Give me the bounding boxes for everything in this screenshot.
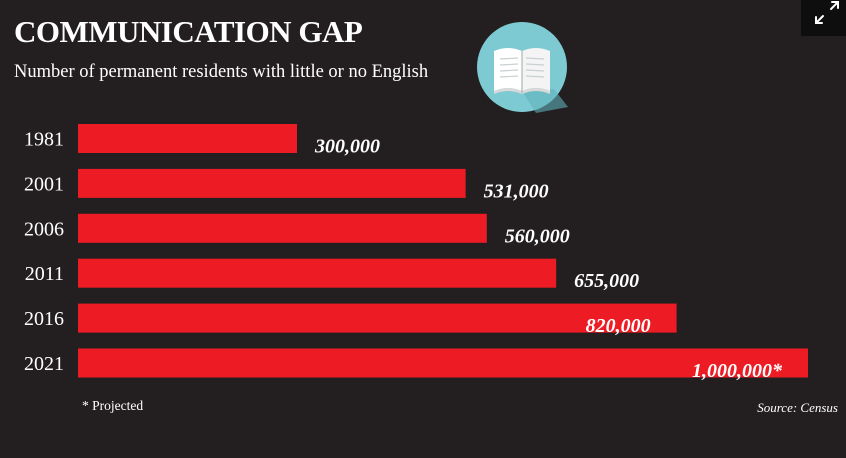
data-label: 655,000: [574, 270, 639, 292]
expand-icon: [815, 1, 839, 24]
bar: [78, 348, 808, 378]
data-label: 300,000: [314, 136, 380, 158]
source-note: Source: Census: [757, 400, 838, 415]
category-label: 1981: [24, 129, 64, 151]
category-label: 2006: [24, 218, 64, 240]
open-book-icon: [477, 22, 568, 113]
data-label: 531,000: [484, 180, 549, 202]
category-label: 2016: [24, 308, 64, 330]
bar: [78, 213, 487, 243]
bar: [78, 124, 297, 153]
data-label: 1,000,000*: [692, 360, 783, 382]
bar: [78, 168, 466, 198]
chart-subtitle: Number of permanent residents with littl…: [14, 62, 429, 82]
footnote: * Projected: [82, 398, 144, 413]
category-label: 2001: [24, 173, 64, 195]
category-label: 2011: [25, 263, 64, 285]
data-label: 820,000: [586, 315, 651, 337]
data-label: 560,000: [505, 225, 570, 247]
bar: [78, 258, 557, 288]
page-title: COMMUNICATION GAP: [14, 14, 363, 49]
category-label: 2021: [24, 353, 64, 375]
expand-button[interactable]: [801, 0, 846, 36]
bar: [78, 303, 677, 333]
